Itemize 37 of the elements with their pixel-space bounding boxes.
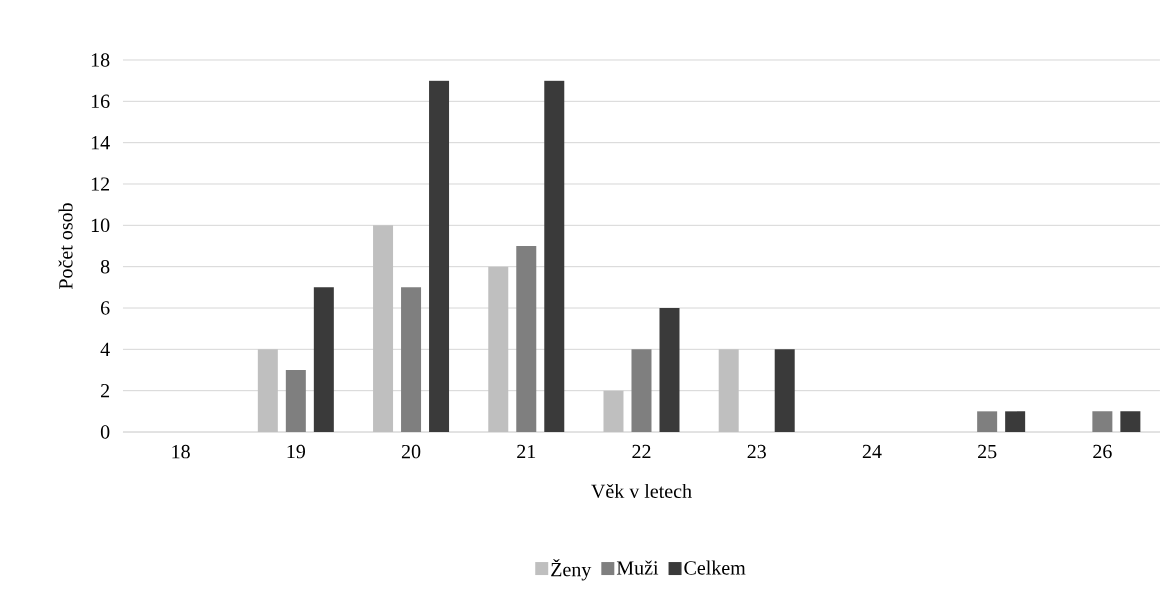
y-tick-label: 2 [101,384,110,398]
bar [516,246,537,432]
x-tick-label: 25 [978,444,997,459]
legend-label: Muži [616,560,659,575]
y-tick-label: 10 [91,218,110,233]
x-tick-label: 20 [401,444,421,459]
bar [401,287,422,432]
bar [285,370,306,432]
x-tick-label: 19 [287,444,306,459]
y-tick-label: 8 [100,259,110,274]
x-tick-label: 24 [862,444,882,459]
bar [1120,411,1141,432]
y-tick-label: 0 [100,425,110,439]
x-tick-label: 18 [172,444,190,459]
bar [659,308,680,432]
bar [544,80,565,432]
bar [774,349,795,432]
x-axis-title: Věk v letech [591,483,692,499]
bar [313,287,334,432]
y-tick-label: 18 [91,53,110,67]
bar [429,80,450,432]
y-tick-label: 14 [91,136,110,150]
y-tick-label: 12 [91,177,110,191]
bar [1092,411,1113,432]
x-tick-label: 21 [517,444,536,459]
legend-label: Ženy [551,558,592,581]
y-tick-label: 16 [91,94,110,109]
bar [977,411,998,432]
bar [631,349,652,432]
y-axis-title: Počet osob [58,203,73,290]
x-tick-label: 22 [632,444,651,459]
bar [1005,411,1026,432]
y-tick-label: 4 [100,342,110,356]
x-tick-label: 26 [1093,444,1112,459]
y-tick-label: 6 [101,301,110,315]
x-tick-label: 23 [747,444,766,459]
legend-label: Celkem [684,560,746,575]
